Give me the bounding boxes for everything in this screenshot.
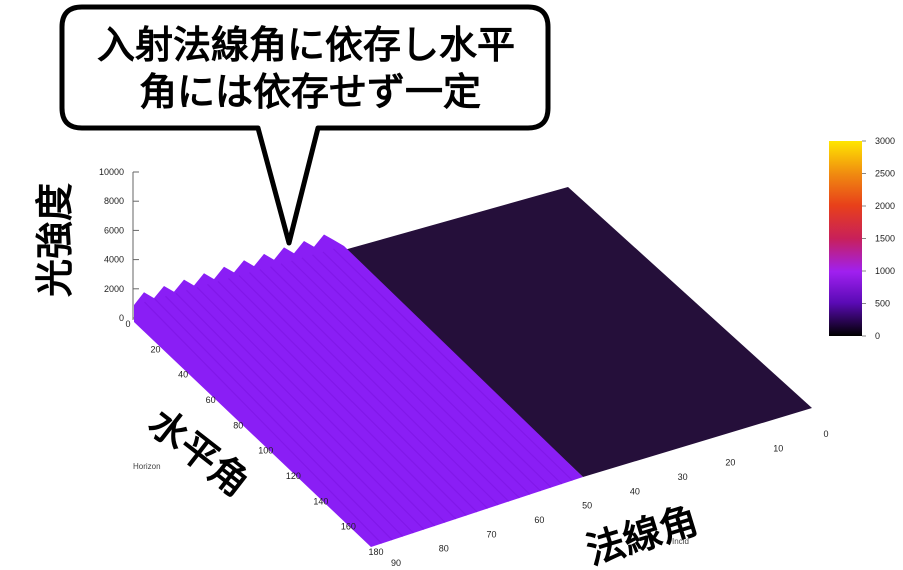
horizontal-tick-label: 180 [368,547,383,557]
incidence-tick-label: 30 [678,472,688,482]
y-axis-small-label: Horizon [133,462,161,471]
surface-ridge-line [228,278,467,516]
horizontal-tick-label: 140 [313,496,328,506]
surface-low-region [344,187,812,477]
surface-high-region [134,234,583,547]
z-tick-label: 8000 [104,196,124,206]
incidence-tick-label: 40 [630,486,640,496]
colorbar-tick-label: 0 [875,331,880,341]
surface-ridge-line [144,301,383,544]
surface-ridge-line [249,272,489,509]
colorbar-ticks: 0 500 1000 1500 2000 2500 3000 [862,136,895,341]
incidence-tick-label: 50 [582,501,592,511]
surface-ridge-line [301,257,542,492]
callout-shape [59,4,551,246]
incidence-angle-ticks: 0 10 20 30 40 50 60 70 80 90 [391,429,829,568]
horizontal-angle-ticks: 0 20 40 60 80 100 120 140 160 180 [125,319,383,557]
z-tick-label: 10000 [99,167,124,177]
incidence-tick-label: 70 [487,529,497,539]
surface-ridge-line [175,292,414,534]
colorbar-tick-label: 2000 [875,201,895,211]
horizontal-tick-label: 160 [341,522,356,532]
surface-ridges [144,248,573,544]
incidence-tick-label: 80 [439,544,449,554]
horizontal-tick-label: 0 [125,319,130,329]
surface-ridge-line [312,254,552,488]
surface-ridge-line [259,269,499,506]
horizontal-tick-label: 120 [286,471,301,481]
x-axis-label: 法線角 [581,498,703,570]
surface-ridge-line [217,280,457,520]
horizontal-tick-label: 20 [151,344,161,354]
z-tick-label: 0 [119,313,124,323]
surface-ridge-line [291,260,531,495]
colorbar-tick-label: 500 [875,299,890,309]
callout-line-1: 入射法線角に依存し水平 [97,23,515,67]
z-tick-label: 2000 [104,284,124,294]
incidence-tick-label: 20 [725,458,735,468]
z-axis-label: 光強度 [33,183,77,297]
colorbar-tick-label: 3000 [875,136,895,146]
horizontal-tick-label: 100 [258,446,273,456]
horizontal-tick-label: 60 [206,395,216,405]
incidence-tick-label: 90 [391,558,401,568]
incidence-tick-label: 0 [823,429,828,439]
z-tick-label: 4000 [104,255,124,265]
z-tick-label: 6000 [104,225,124,235]
surface-ridge-line [270,266,510,502]
horizontal-tick-label: 40 [178,370,188,380]
surface-plot [134,187,812,547]
surface-ridge-line [154,298,393,541]
surface-ridge-line [186,289,425,530]
incidence-tick-label: 60 [534,515,544,525]
colorbar [829,141,862,336]
surface-ridge-line [322,251,563,485]
surface-ridge-line [207,283,446,523]
horizontal-tick-label: 80 [233,420,243,430]
callout-bubble: 入射法線角に依存し水平 角には依存せず一定 [59,4,551,246]
surface-ridge-line [280,263,520,499]
colorbar-tick-label: 1000 [875,266,895,276]
z-axis-ticks: 0 2000 4000 6000 8000 10000 [99,167,139,323]
callout-line-2: 角には依存せず一定 [139,70,481,114]
colorbar-tick-label: 1500 [875,234,895,244]
x-axis-small-label: Incid [672,537,689,546]
surface-ridge-line [238,275,478,513]
surface-ridge-line [165,295,404,537]
surface-ridge-line [196,286,436,527]
surface-ridge-line [333,248,573,481]
colorbar-tick-label: 2500 [875,169,895,179]
incidence-tick-label: 10 [773,443,783,453]
